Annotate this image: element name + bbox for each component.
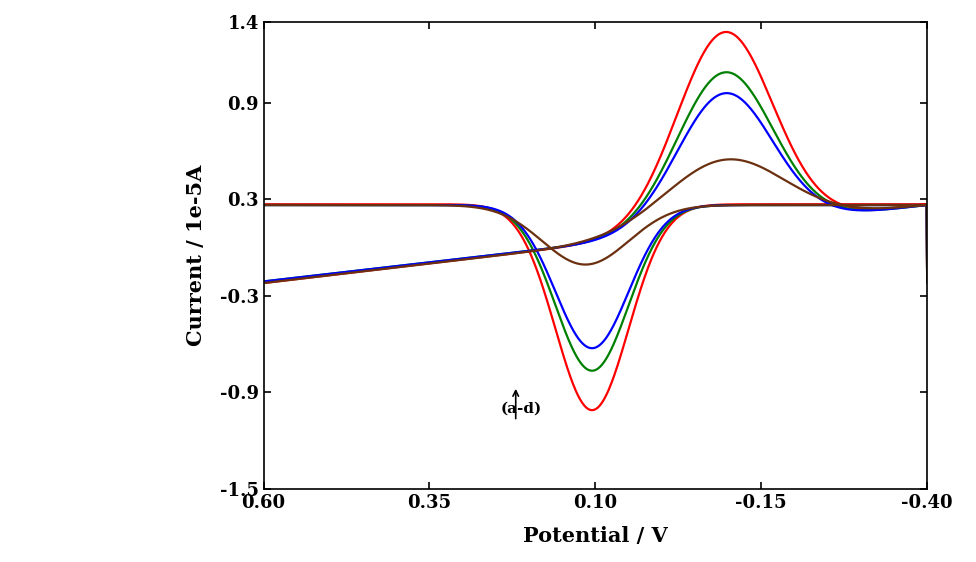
X-axis label: Potential / V: Potential / V [523,525,668,546]
Y-axis label: Current / 1e-5A: Current / 1e-5A [185,165,206,346]
Text: (a-d): (a-d) [501,401,543,415]
